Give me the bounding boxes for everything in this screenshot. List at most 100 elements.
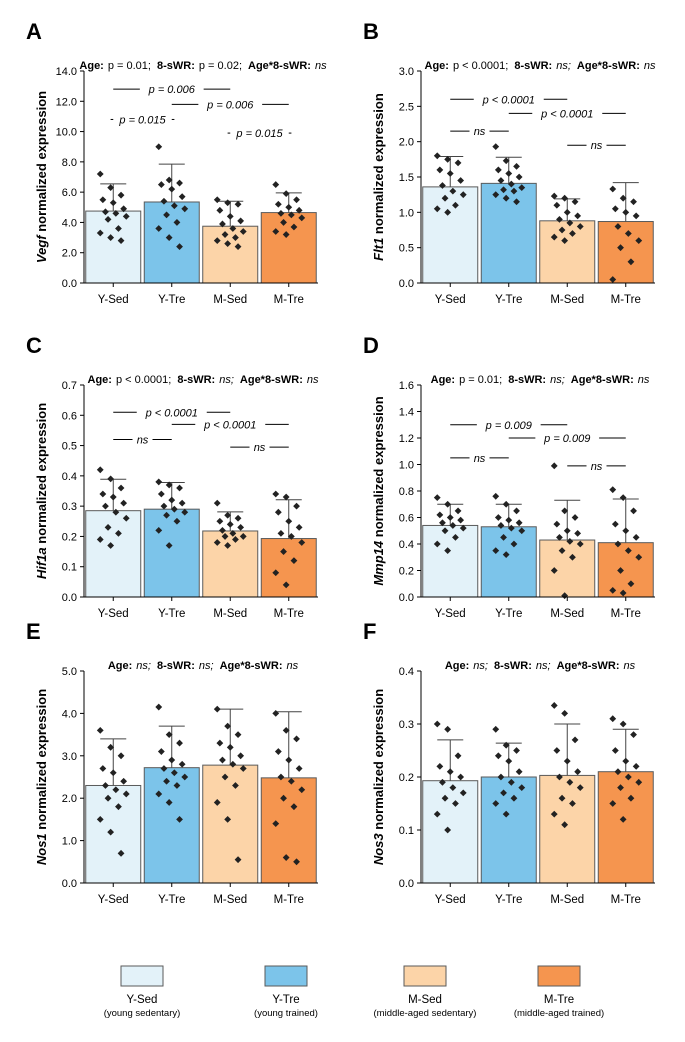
point-y-tre xyxy=(507,180,515,188)
point-m-tre xyxy=(630,507,637,515)
point-m-tre xyxy=(614,768,622,776)
stat-label: Age*8-sWR: xyxy=(577,60,640,72)
point-m-tre xyxy=(298,786,306,794)
point-m-sed xyxy=(561,507,569,515)
x-tick-label: M-Sed xyxy=(550,608,584,620)
point-y-sed xyxy=(107,234,115,241)
point-m-tre xyxy=(611,747,619,754)
gene-name: Nos1 xyxy=(34,833,49,865)
x-tick-label: M-Tre xyxy=(611,294,641,306)
point-m-tre xyxy=(282,231,290,238)
point-m-tre xyxy=(609,486,617,494)
point-y-tre xyxy=(181,508,189,516)
stat-label: Age: xyxy=(425,60,449,72)
point-m-sed xyxy=(232,782,239,789)
bar-y-sed xyxy=(422,524,479,598)
point-y-sed xyxy=(433,810,441,818)
point-m-sed xyxy=(229,530,237,537)
bar-y-sed xyxy=(422,186,479,284)
y-tick-label: 2.5 xyxy=(399,101,414,113)
point-y-sed xyxy=(109,769,117,777)
stat-label: Age: xyxy=(445,660,469,672)
point-y-tre xyxy=(494,752,502,760)
point-y-tre xyxy=(178,760,186,768)
point-m-tre xyxy=(611,520,619,528)
point-y-sed xyxy=(441,194,449,202)
point-y-sed xyxy=(439,519,446,527)
point-y-sed xyxy=(433,540,441,548)
point-m-tre xyxy=(622,527,630,535)
bar-m-tre xyxy=(597,771,654,884)
panel-letter: E xyxy=(26,619,41,644)
y-axis-label-suffix: normalized expression xyxy=(371,689,386,834)
stat-label: Age*8-sWR: xyxy=(248,60,311,72)
comparison-label: ns xyxy=(137,435,149,447)
comparison-label: p = 0.006 xyxy=(148,84,196,96)
point-y-sed xyxy=(96,229,104,237)
x-tick-label: Y-Tre xyxy=(495,608,522,620)
point-y-sed xyxy=(449,784,457,791)
stat-value: p = 0.02; xyxy=(199,60,242,72)
point-y-sed xyxy=(109,199,117,207)
point-m-sed xyxy=(550,233,558,241)
point-m-sed xyxy=(574,212,582,220)
point-y-sed xyxy=(439,778,446,786)
legend-label: Y-Sed xyxy=(127,994,158,1006)
point-y-tre xyxy=(507,524,515,532)
panel-d: D Age: p = 0.01; 8-sWR: ns; Age*8-sWR: ns 0.0 0.… xyxy=(363,333,655,620)
y-tick-label: 0.2 xyxy=(399,566,414,578)
point-m-sed xyxy=(550,462,558,470)
y-axis-label: Hif1a normalized expression xyxy=(34,403,49,579)
point-m-sed xyxy=(553,747,561,754)
bar-y-tre xyxy=(480,526,537,598)
bar-m-tre xyxy=(260,212,317,284)
point-y-tre xyxy=(497,177,505,184)
y-tick-label: 1.0 xyxy=(399,460,414,472)
stats-header: Age: ns; 8-sWR: ns; Age*8-sWR: ns xyxy=(445,660,636,672)
point-y-tre xyxy=(507,778,515,786)
point-y-sed xyxy=(104,216,112,223)
y-axis-label: Nos3 normalized expression xyxy=(371,689,386,865)
point-m-sed xyxy=(219,526,226,534)
point-m-tre xyxy=(624,547,632,555)
point-y-sed xyxy=(444,725,452,733)
point-m-tre xyxy=(287,777,295,785)
point-y-sed xyxy=(107,475,115,483)
point-m-tre xyxy=(295,523,303,531)
y-axis-label-suffix: normalized expression xyxy=(371,396,386,541)
stat-label: Age*8-sWR: xyxy=(571,374,634,386)
point-m-sed xyxy=(553,201,561,209)
point-y-sed xyxy=(122,514,130,522)
point-m-tre xyxy=(635,237,643,244)
point-y-sed xyxy=(117,484,125,492)
y-tick-label: 3.0 xyxy=(399,66,414,78)
point-m-sed xyxy=(213,539,221,546)
point-m-sed xyxy=(553,520,561,528)
point-m-tre xyxy=(280,794,287,802)
point-m-sed xyxy=(232,234,239,241)
y-tick-label: 0.0 xyxy=(399,592,414,604)
y-tick-label: 0.8 xyxy=(399,486,414,498)
x-tick-label: Y-Sed xyxy=(98,608,129,620)
point-y-sed xyxy=(433,205,441,213)
y-tick-label: 0.2 xyxy=(62,531,77,543)
point-m-tre xyxy=(285,756,293,764)
x-tick-label: Y-Tre xyxy=(495,294,522,306)
x-tick-label: Y-Tre xyxy=(495,894,522,906)
point-y-tre xyxy=(513,163,520,170)
point-y-sed xyxy=(459,191,467,199)
point-m-sed xyxy=(239,228,247,235)
point-y-sed xyxy=(112,786,120,794)
point-m-tre xyxy=(282,493,290,501)
gene-name: Mmp14 xyxy=(371,540,386,586)
point-y-tre xyxy=(505,516,513,524)
point-y-sed xyxy=(117,752,125,760)
point-y-sed xyxy=(441,794,449,802)
point-m-sed xyxy=(221,773,229,781)
point-m-tre xyxy=(282,190,290,198)
y-tick-label: 1.5 xyxy=(399,172,414,184)
point-y-sed xyxy=(444,208,452,216)
bar-m-tre xyxy=(260,538,317,598)
point-m-sed xyxy=(571,514,579,521)
point-m-tre xyxy=(272,710,280,717)
